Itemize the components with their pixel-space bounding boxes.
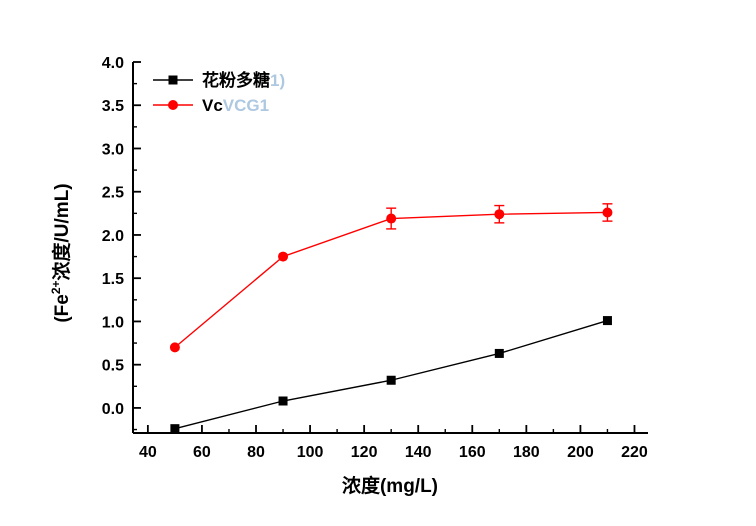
series-line-1 xyxy=(174,211,608,348)
x-tick-label: 200 xyxy=(567,444,594,461)
y-axis-title-prefix: (Fe xyxy=(52,294,73,323)
data-point-marker xyxy=(169,342,180,353)
legend-label-text: Vc xyxy=(202,96,223,115)
data-point-marker xyxy=(278,251,289,262)
y-tick-label: 2.5 xyxy=(102,185,124,202)
data-point-marker xyxy=(386,375,396,385)
x-tick-label: 180 xyxy=(513,444,540,461)
y-tick-label: 2.0 xyxy=(102,228,124,245)
legend-item-0: 花粉多糖1) xyxy=(153,70,285,90)
x-tick-label: 120 xyxy=(351,444,378,461)
y-axis-title-suffix: 浓度/U/mL) xyxy=(50,183,73,280)
x-tick-label: 60 xyxy=(193,444,211,461)
y-tick-label: 4.0 xyxy=(102,55,124,72)
data-point-marker xyxy=(278,396,288,406)
data-point-marker xyxy=(494,209,505,220)
x-tick-label: 100 xyxy=(297,444,324,461)
x-axis-title: 浓度(mg/L) xyxy=(342,474,438,497)
legend-ghost-text: VCG1 xyxy=(223,96,269,115)
legend-marker-circle xyxy=(168,100,178,110)
legend-item-1: VcVCG1 xyxy=(153,96,269,115)
legend-marker-square xyxy=(168,75,178,85)
y-tick-label: 0.5 xyxy=(102,358,124,375)
y-tick-label: 3.0 xyxy=(102,141,124,158)
legend-label: 花粉多糖1) xyxy=(202,70,285,90)
data-point-marker xyxy=(602,207,613,218)
axes: 40 60 80 100 120 140 160 180 200 220 0.0 0.5 1.0 1.5 2… xyxy=(102,55,648,461)
y-tick-label: 0.0 xyxy=(102,401,124,418)
x-tick-label: 160 xyxy=(459,444,486,461)
y-tick-label: 3.5 xyxy=(102,98,124,115)
legend: 花粉多糖1)VcVCG1 xyxy=(153,70,285,115)
y-tick-label: 1.0 xyxy=(102,314,124,331)
x-tick-label: 40 xyxy=(139,444,157,461)
data-point-marker xyxy=(386,213,397,224)
data-point-marker xyxy=(602,316,612,326)
legend-ghost-text: 1) xyxy=(270,71,285,90)
x-tick-label: 220 xyxy=(621,444,648,461)
series-layer xyxy=(169,203,613,434)
legend-label: VcVCG1 xyxy=(202,96,269,115)
y-axis-title-superscript: 2+ xyxy=(49,280,63,294)
data-point-marker xyxy=(170,424,180,434)
y-tick-label: 1.5 xyxy=(102,271,124,288)
series-line-0 xyxy=(174,319,608,430)
x-tick-label: 80 xyxy=(247,444,265,461)
legend-label-text: 花粉多糖 xyxy=(202,70,270,90)
data-point-marker xyxy=(494,348,504,358)
x-tick-label: 140 xyxy=(405,444,432,461)
y-axis-title: (Fe2+浓度/U/mL) xyxy=(49,183,73,322)
